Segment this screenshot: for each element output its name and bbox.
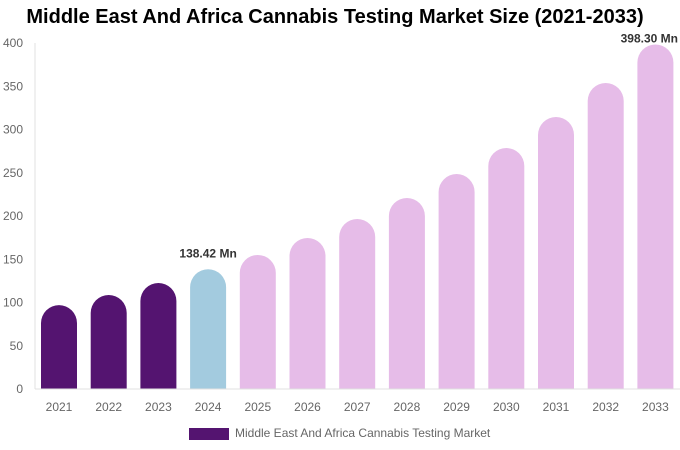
data-labels: 138.42 Mn 398.30 Mn <box>179 31 678 260</box>
x-tick-label: 2030 <box>493 400 520 414</box>
legend-label[interactable]: Middle East And Africa Cannabis Testing … <box>235 426 491 440</box>
x-tick-label: 2023 <box>145 400 172 414</box>
bar-2031[interactable] <box>538 116 574 389</box>
bar-2022[interactable] <box>90 294 127 389</box>
x-tick-label: 2021 <box>46 400 73 414</box>
chart-title: Middle East And Africa Cannabis Testing … <box>26 6 643 28</box>
data-label-2024: 138.42 Mn <box>179 246 236 260</box>
y-tick-label: 50 <box>10 339 24 353</box>
y-tick-label: 350 <box>3 79 23 93</box>
x-tick-label: 2024 <box>195 400 222 414</box>
bar-2023[interactable] <box>140 283 177 389</box>
bar-2029[interactable] <box>438 174 475 389</box>
bar-2027[interactable] <box>339 219 376 389</box>
bar-2033[interactable] <box>637 44 674 390</box>
bar-2021[interactable] <box>41 305 77 389</box>
bar-2028[interactable] <box>388 198 425 389</box>
y-tick-label: 150 <box>3 252 23 266</box>
y-tick-label: 300 <box>3 123 23 137</box>
x-tick-label: 2022 <box>95 400 122 414</box>
y-tick-label: 400 <box>3 36 23 50</box>
data-label-2033: 398.30 Mn <box>621 31 678 45</box>
bar-2032[interactable] <box>587 82 624 389</box>
x-tick-label: 2027 <box>344 400 371 414</box>
bar-2024[interactable] <box>190 269 227 389</box>
bar-2025[interactable] <box>239 254 276 389</box>
y-tick-label: 0 <box>16 382 23 396</box>
x-tick-label: 2033 <box>642 400 669 414</box>
x-axis: 2021 2022 2023 2024 2025 2026 2027 2028 2029 2030… <box>35 388 680 414</box>
y-tick-label: 250 <box>3 166 23 180</box>
x-tick-label: 2026 <box>294 400 321 414</box>
x-tick-label: 2028 <box>394 400 421 414</box>
y-tick-label: 200 <box>3 209 23 223</box>
x-tick-label: 2032 <box>592 400 619 414</box>
y-axis: 0 50 100 150 200 250 300 350 400 <box>3 36 36 396</box>
bars <box>41 44 674 390</box>
bar-2026[interactable] <box>289 237 326 389</box>
y-tick-label: 100 <box>3 296 23 310</box>
x-tick-label: 2031 <box>543 400 570 414</box>
legend-swatch <box>189 428 229 440</box>
bar-2030[interactable] <box>488 148 525 389</box>
x-tick-label: 2029 <box>443 400 470 414</box>
x-tick-label: 2025 <box>244 400 271 414</box>
